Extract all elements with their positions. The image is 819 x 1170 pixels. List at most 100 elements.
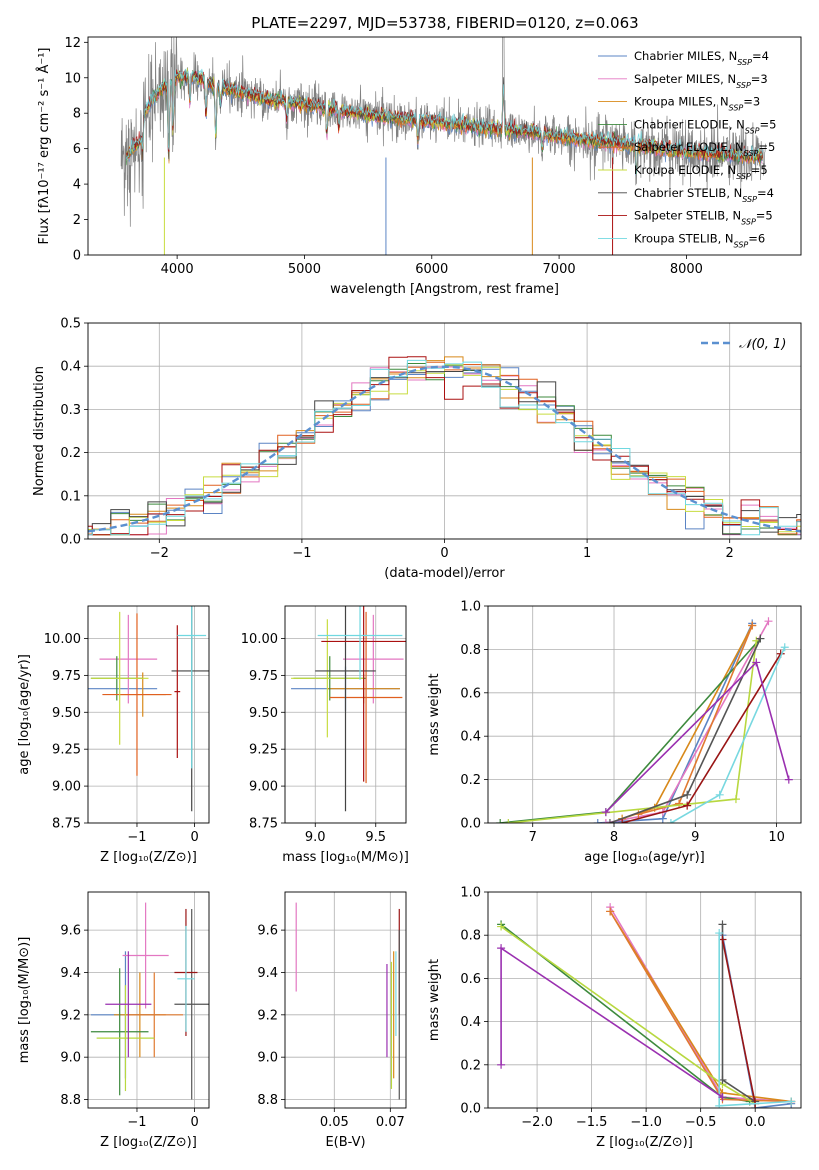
model-spectrum-9 [125,68,763,175]
weight-marker [756,634,765,643]
legend-entry: Chabrier ELODIE, NSSP=5 [634,117,776,135]
weight-marker [715,790,724,799]
x-tick-label: 0 [190,830,198,845]
weight-series-8 [621,653,782,823]
weight-marker [496,819,505,823]
plot-area [88,323,801,539]
weight-marker [731,795,740,804]
y-tick-label: 8.8 [257,1093,278,1108]
y-tick-label: 10.00 [44,632,81,647]
x-tick-label: 2 [726,546,734,561]
y-tick-label: 0.0 [460,817,481,832]
y-axis-label: age [log₁₀(age/yr)] [17,654,32,775]
weight-marker [780,643,789,652]
y-tick-label: 9.6 [257,924,278,939]
weight-marker [497,944,506,953]
weight-marker [601,808,610,817]
legend-entry: 𝒩(0, 1) [739,337,786,352]
y-tick-label: 8 [73,107,81,122]
y-tick-label: 0.2 [60,446,81,461]
panel-mass-weight-vs-metallicity: −2.0 −1.5 −1.0 −0.5 0.0 0.0 0.2 0.4 0.6 0.8 1.0 Z [… [427,886,802,1150]
figure-title: PLATE=2297, MJD=53738, FIBERID=0120, z=0… [251,14,638,32]
axes-frame [284,605,407,824]
y-tick-label: 1.0 [460,600,481,615]
x-tick-label: −1.5 [576,1115,608,1130]
axes-frame [87,36,802,256]
model-spectrum-8 [125,69,763,173]
weight-marker [593,819,602,823]
plot-area [88,892,209,1108]
weight-marker [715,929,724,938]
panel-age-vs-mass: 9.0 9.5 8.75 9.00 9.25 9.50 9.75 10.00 mass [log… [241,605,409,865]
x-tick-label: 4000 [161,262,194,277]
weight-marker [764,617,773,626]
y-tick-label: 9.4 [60,966,81,981]
x-axis-label: mass [log₁₀(M/M⊙)] [282,850,409,865]
weight-marker [718,920,727,929]
axes-frame [487,605,802,824]
weight-marker [601,819,610,823]
x-tick-label: 0.07 [376,1115,405,1130]
panel-mass-vs-ebv: 0.05 0.07 8.8 9.0 9.2 9.4 9.6 E(B-V) [257,891,407,1150]
y-tick-label: 0 [73,249,81,264]
weight-marker [787,1097,796,1106]
weight-series-6 [500,925,756,1105]
y-tick-label: 0.5 [60,317,81,332]
weight-series-10 [500,946,723,1098]
y-tick-label: 0.4 [60,360,81,375]
y-tick-label: 12 [64,36,81,51]
x-tick-label: 7 [529,830,537,845]
y-tick-label: 0.1 [60,489,81,504]
x-tick-label: 0 [190,1115,198,1130]
y-tick-label: 1.0 [460,886,481,901]
x-tick-label: 9 [691,830,699,845]
legend-entry: Kroupa STELIB, NSSP=6 [634,231,765,249]
y-axis-label: mass weight [427,959,442,1041]
weight-marker [666,819,675,823]
x-tick-label: −2.0 [521,1115,553,1130]
y-axis-label: mass weight [427,673,442,755]
y-tick-label: 9.75 [52,669,81,684]
x-axis-label: E(B-V) [325,1135,365,1150]
y-tick-label: 9.2 [60,1008,81,1023]
weight-series-1 [597,623,753,823]
weight-marker [675,799,684,808]
weight-marker [605,819,614,823]
weight-series-7 [721,924,756,1103]
plot-area [88,606,209,823]
plot-area [488,892,801,1108]
y-axis-label: Flux [fλ10⁻¹⁷ erg cm⁻² s⁻¹ Å⁻¹] [36,48,52,245]
x-tick-label: −1 [127,1115,146,1130]
y-tick-label: 0.4 [460,730,481,745]
x-axis-label: Z [log₁₀(Z/Z⊙)] [100,850,197,865]
x-tick-label: 8 [610,830,618,845]
y-tick-label: 0.2 [460,773,481,788]
y-axis-label: Normed distribution [32,366,47,496]
y-tick-label: 0.3 [60,403,81,418]
axes-frame [87,605,210,824]
x-tick-label: 1 [583,546,591,561]
x-tick-label: 7000 [543,262,576,277]
y-tick-label: 10.00 [241,632,278,647]
plot-area [488,606,801,823]
y-tick-label: 9.75 [249,669,278,684]
y-axis-label: mass [log₁₀(M/M⊙)] [17,937,32,1064]
x-axis-label: (data-model)/error [384,566,505,581]
weight-marker [683,790,692,799]
x-tick-label: 8000 [670,262,703,277]
panel-mass-weight-vs-age: 7 8 9 10 0.0 0.2 0.4 0.6 0.8 1.0 age [log₁₀(age/yr… [427,600,802,865]
weight-marker [748,621,757,630]
weight-marker [715,1101,724,1108]
x-tick-label: 10 [768,830,785,845]
legend-entry: Kroupa ELODIE, NSSP=5 [634,163,768,181]
plot-area [120,37,766,255]
weight-marker [497,1060,506,1069]
legend-entry: Chabrier STELIB, NSSP=4 [634,186,774,204]
legend-entry: Kroupa MILES, NSSP=3 [634,95,760,113]
y-tick-label: 8.75 [52,817,81,832]
panel-spectrum: 4000 5000 6000 7000 8000 0 2 4 6 8 10 12 wavelength … [36,36,802,297]
panel-mass-vs-metallicity: −1 0 8.8 9.0 9.2 9.4 9.6 Z [log₁₀(Z/Z⊙)] mass [l… [17,891,210,1150]
y-tick-label: 0.6 [460,972,481,987]
y-tick-label: 8.8 [60,1093,81,1108]
x-axis-label: age [log₁₀(age/yr)] [584,850,705,865]
